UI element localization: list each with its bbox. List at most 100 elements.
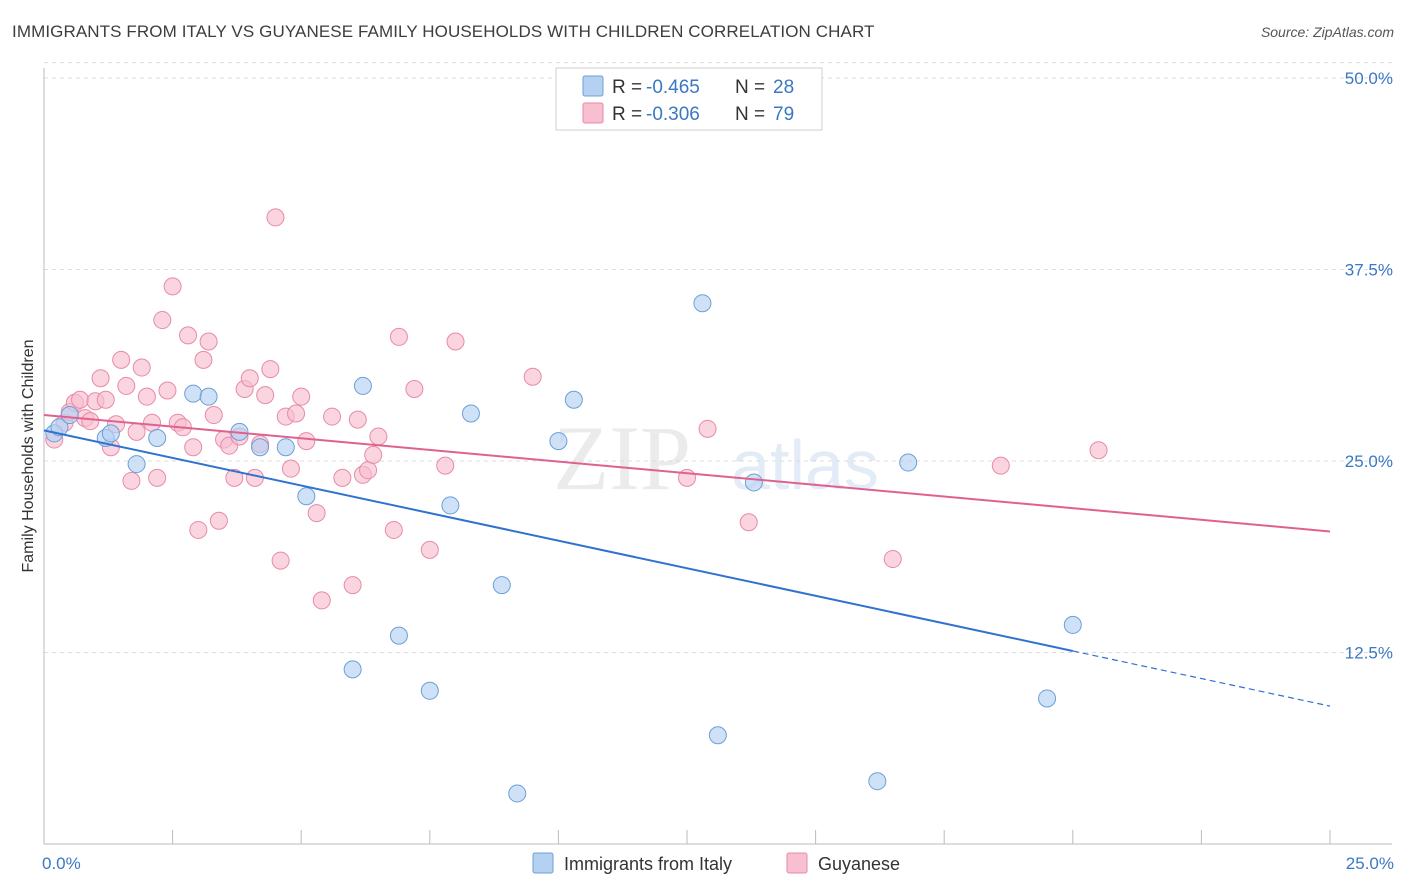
point-guyanese [364,445,383,464]
point-guyanese [384,520,403,539]
legend-r-value-2: -0.306 [646,104,700,125]
x-tick-max: 25.0% [1346,854,1394,873]
point-italy [420,681,439,700]
point-guyanese [281,459,300,478]
legend-r-label-1: R = [612,77,642,98]
point-italy [441,496,460,515]
legend-swatch-guyanese [582,102,604,124]
point-italy [101,424,120,443]
y-tick-label: 37.5% [1345,261,1393,280]
point-guyanese [523,367,542,386]
point-guyanese [739,513,758,532]
point-guyanese [132,358,151,377]
point-guyanese [96,390,115,409]
point-italy [127,455,146,474]
point-italy [899,453,918,472]
bottom-legend-swatch-italy [532,852,554,874]
legend-r-label-2: R = [612,104,642,125]
point-italy [1063,615,1082,634]
point-italy [868,772,887,791]
point-guyanese [158,381,177,400]
point-italy [297,487,316,506]
point-italy [549,432,568,451]
y-tick-label: 25.0% [1345,452,1393,471]
point-guyanese [297,432,316,451]
point-guyanese [348,410,367,429]
point-guyanese [307,504,326,523]
chart-title: IMMIGRANTS FROM ITALY VS GUYANESE FAMILY… [12,22,875,41]
point-guyanese [369,427,388,446]
point-guyanese [389,327,408,346]
point-italy [508,784,527,803]
correlation-legend: R = -0.465 N = 28 R = -0.306 N = 79 [555,67,823,131]
point-guyanese [71,390,90,409]
legend-n-value-1: 28 [773,77,794,98]
legend-n-label-2: N = [735,104,765,125]
point-guyanese [405,379,424,398]
point-guyanese [112,350,131,369]
y-axis-title: Family Households with Children [20,340,37,573]
point-guyanese [883,550,902,569]
point-guyanese [1089,441,1108,460]
point-italy [343,660,362,679]
trend-line-italy-extension [1072,650,1331,707]
point-italy [744,473,763,492]
point-italy [1038,689,1057,708]
point-guyanese [266,208,285,227]
y-tick-label: 50.0% [1345,69,1393,88]
point-guyanese [359,461,378,480]
point-guyanese [287,404,306,423]
point-italy [492,576,511,595]
point-guyanese [333,468,352,487]
point-italy [148,429,167,448]
gridlines [44,62,1392,653]
point-guyanese [153,311,172,330]
point-guyanese [225,468,244,487]
point-italy [184,384,203,403]
x-tick-min: 0.0% [42,854,81,873]
legend-n-value-2: 79 [773,104,794,125]
trend-lines [43,414,1331,707]
point-guyanese [117,376,136,395]
point-italy [708,726,727,745]
watermark-atlas: atlas [731,426,879,504]
point-guyanese [91,369,110,388]
point-guyanese [204,406,223,425]
point-guyanese [137,387,156,406]
point-guyanese [184,438,203,457]
bottom-legend-swatch-guyanese [786,852,808,874]
point-guyanese [127,422,146,441]
point-guyanese [991,456,1010,475]
bottom-legend-label-italy: Immigrants from Italy [564,854,732,874]
point-guyanese [209,511,228,530]
point-italy [251,438,270,457]
point-guyanese [143,413,162,432]
point-guyanese [292,387,311,406]
legend-n-label-1: N = [735,77,765,98]
point-guyanese [446,332,465,351]
y-tick-label: 12.5% [1345,644,1393,663]
point-guyanese [436,456,455,475]
trend-line-guyanese [43,414,1331,533]
source-label: Source: ZipAtlas.com [1260,24,1394,40]
point-italy [564,390,583,409]
point-guyanese [256,386,275,405]
point-guyanese [194,350,213,369]
legend-r-value-1: -0.465 [646,77,700,98]
point-guyanese [148,468,167,487]
point-guyanese [271,551,290,570]
point-guyanese [323,407,342,426]
series-italy-points [45,294,1082,803]
x-axis-ticks [172,830,1331,844]
point-italy [199,387,218,406]
point-italy [389,626,408,645]
point-guyanese [240,369,259,388]
point-italy [461,404,480,423]
point-guyanese [163,277,182,296]
series-legend: Immigrants from Italy Guyanese [532,852,900,874]
point-italy [276,438,295,457]
point-italy [60,406,79,425]
point-italy [693,294,712,313]
legend-swatch-italy [582,75,604,97]
